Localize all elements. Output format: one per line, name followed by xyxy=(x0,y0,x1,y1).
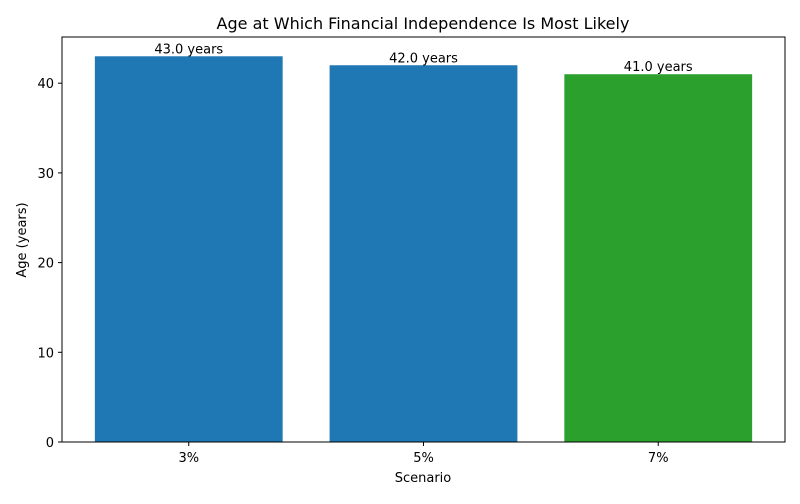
y-axis-label: Age (years) xyxy=(15,202,30,277)
bar-7% xyxy=(564,74,753,442)
y-tick-label: 0 xyxy=(46,436,54,451)
x-axis-label: Scenario xyxy=(395,471,452,486)
bar-5% xyxy=(329,65,518,443)
chart-title: Age at Which Financial Independence Is M… xyxy=(217,14,630,33)
y-tick-label: 10 xyxy=(37,346,54,361)
bar-3% xyxy=(94,56,283,443)
data-label: 41.0 years xyxy=(624,60,693,75)
plot-frame xyxy=(61,36,786,443)
data-label: 42.0 years xyxy=(389,51,458,66)
y-tick-label: 40 xyxy=(37,77,54,92)
x-tick-label: 7% xyxy=(648,451,669,466)
y-tick-label: 20 xyxy=(37,257,54,272)
x-tick-label: 5% xyxy=(413,451,434,466)
data-label: 43.0 years xyxy=(154,42,223,57)
y-tick-label: 30 xyxy=(37,167,54,182)
x-tick-label: 3% xyxy=(178,451,199,466)
